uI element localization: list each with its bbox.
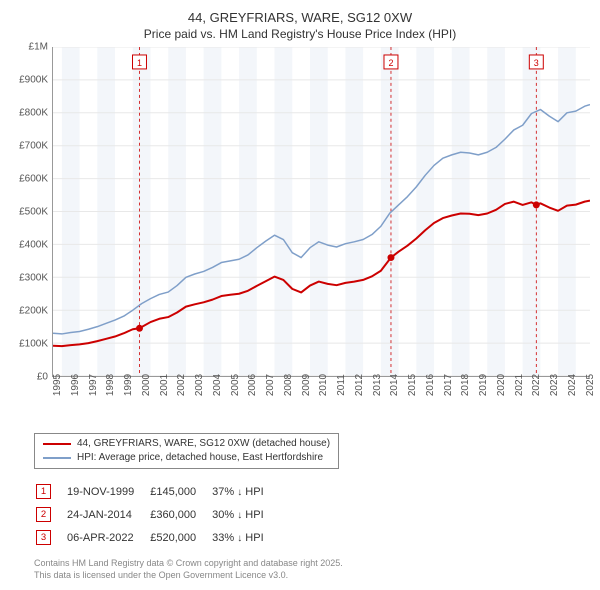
y-axis: £0£100K£200K£300K£400K£500K£600K£700K£80… — [10, 47, 52, 377]
y-axis-label: £200K — [19, 306, 48, 317]
y-axis-label: £0 — [37, 372, 48, 383]
chart-title-line1: 44, GREYFRIARS, WARE, SG12 0XW — [8, 10, 592, 25]
legend-row: HPI: Average price, detached house, East… — [43, 451, 330, 465]
legend-row: 44, GREYFRIARS, WARE, SG12 0XW (detached… — [43, 437, 330, 451]
svg-text:3: 3 — [534, 58, 539, 68]
event-row: 306-APR-2022£520,00033% ↓ HPI — [36, 527, 278, 548]
event-price: £145,000 — [150, 481, 210, 502]
legend-label: 44, GREYFRIARS, WARE, SG12 0XW (detached… — [77, 437, 330, 451]
y-axis-label: £300K — [19, 273, 48, 284]
event-delta: 37% ↓ HPI — [212, 481, 277, 502]
svg-text:1: 1 — [137, 58, 142, 68]
event-marker: 3 — [36, 527, 65, 548]
plot-area: 1 2 3 — [52, 47, 590, 377]
y-axis-label: £800K — [19, 108, 48, 119]
legend-label: HPI: Average price, detached house, East… — [77, 451, 323, 465]
x-axis: 1995199619971998199920002001200220032004… — [52, 381, 590, 427]
footer-line2: This data is licensed under the Open Gov… — [34, 570, 592, 582]
legend-swatch — [43, 443, 71, 445]
y-axis-label: £900K — [19, 75, 48, 86]
y-axis-label: £400K — [19, 240, 48, 251]
y-axis-label: £100K — [19, 339, 48, 350]
y-axis-label: £700K — [19, 141, 48, 152]
svg-text:2: 2 — [388, 58, 393, 68]
y-axis-label: £1M — [29, 42, 48, 53]
event-price: £360,000 — [150, 504, 210, 525]
footer-line1: Contains HM Land Registry data © Crown c… — [34, 558, 592, 570]
y-axis-label: £600K — [19, 174, 48, 185]
event-row: 224-JAN-2014£360,00030% ↓ HPI — [36, 504, 278, 525]
event-date: 19-NOV-1999 — [67, 481, 148, 502]
event-delta: 33% ↓ HPI — [212, 527, 277, 548]
event-delta: 30% ↓ HPI — [212, 504, 277, 525]
events-table: 119-NOV-1999£145,00037% ↓ HPI224-JAN-201… — [34, 479, 280, 550]
legend-swatch — [43, 457, 71, 459]
event-row: 119-NOV-1999£145,00037% ↓ HPI — [36, 481, 278, 502]
legend: 44, GREYFRIARS, WARE, SG12 0XW (detached… — [34, 433, 339, 469]
chart-title-line2: Price paid vs. HM Land Registry's House … — [8, 27, 592, 41]
event-price: £520,000 — [150, 527, 210, 548]
chart-svg: 1 2 3 — [53, 47, 590, 376]
event-marker: 2 — [36, 504, 65, 525]
x-axis-label: 2025 — [585, 374, 600, 396]
event-date: 06-APR-2022 — [67, 527, 148, 548]
event-date: 24-JAN-2014 — [67, 504, 148, 525]
chart-container: £0 £100K £200K £300K £400K £500K £600K £700K £80… — [10, 47, 590, 427]
y-axis-label: £500K — [19, 207, 48, 218]
event-marker: 1 — [36, 481, 65, 502]
footer-note: Contains HM Land Registry data © Crown c… — [34, 558, 592, 581]
